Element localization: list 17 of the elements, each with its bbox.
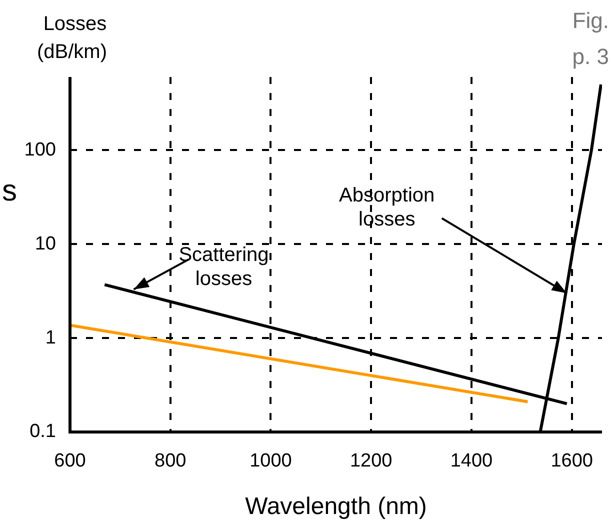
y-tick-label: 100	[24, 139, 56, 160]
x-tick-label: 1600	[550, 450, 594, 472]
y-tick-label: 1	[45, 327, 56, 348]
x-tick-label: 1400	[450, 450, 493, 472]
x-tick-label: 600	[54, 450, 86, 472]
x-tick-label: 1200	[350, 450, 392, 472]
annotation: Absorption losses	[339, 184, 435, 231]
y-tick-label: 0.1	[30, 421, 56, 442]
text: Fig.	[572, 8, 609, 34]
x-tick-label: 800	[154, 450, 186, 472]
annotation: Scattering losses	[178, 244, 269, 290]
x-tick-label: 1000	[250, 450, 292, 472]
text: s	[2, 174, 17, 208]
y-tick-label: 10	[34, 233, 56, 254]
y-axis-title: Losses (dB/km)	[37, 13, 107, 63]
x-axis-title: Wavelength (nm)	[245, 493, 427, 520]
text: p. 3	[572, 44, 609, 70]
